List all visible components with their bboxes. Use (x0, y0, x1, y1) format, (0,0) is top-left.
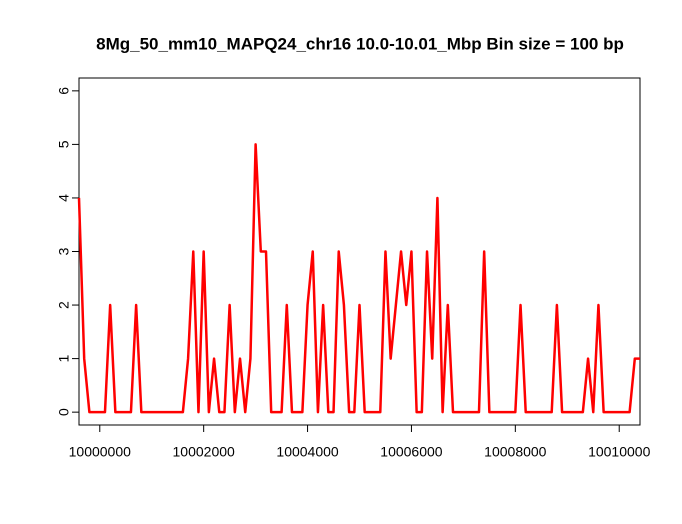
x-tick-label: 10002000 (173, 444, 236, 460)
data-line (77, 143, 640, 414)
y-tick-label: 1 (56, 354, 72, 362)
y-tick-label: 2 (56, 301, 72, 309)
y-tick-label: 5 (56, 140, 72, 148)
y-tick-label: 3 (56, 247, 72, 255)
x-tick-label: 10010000 (588, 444, 651, 460)
plot-box (78, 77, 641, 426)
x-tick-label: 10008000 (484, 444, 547, 460)
x-tick-label: 10004000 (276, 444, 339, 460)
y-tick-label: 4 (56, 194, 72, 202)
x-tick-label: 10006000 (380, 444, 443, 460)
x-tick-label: 10000000 (69, 444, 132, 460)
chart-title: 8Mg_50_mm10_MAPQ24_chr16 10.0-10.01_Mbp … (96, 34, 624, 53)
y-tick-label: 0 (56, 408, 72, 416)
y-tick-label: 6 (56, 87, 72, 95)
